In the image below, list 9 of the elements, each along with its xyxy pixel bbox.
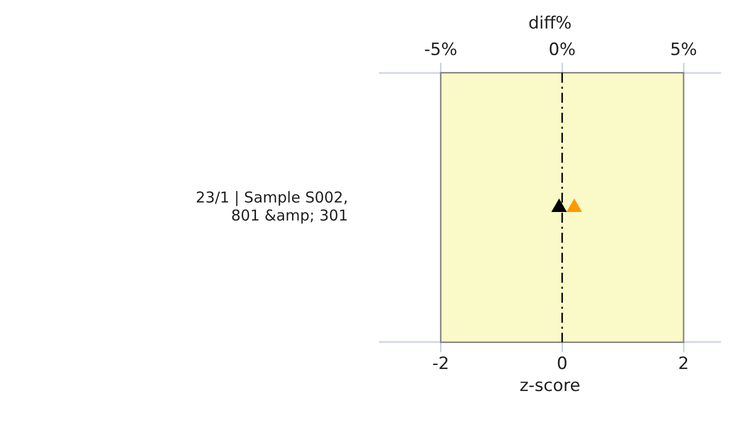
x-axis-title: z-score: [520, 376, 580, 396]
x-tick-label: -2: [432, 354, 450, 374]
x2-tick-label: 5%: [670, 40, 698, 60]
x2-tick-label: 0%: [548, 40, 576, 60]
y-tick-label: 23/1 | Sample S002, 801 &amp; 301: [196, 188, 348, 224]
x-tick-label: 2: [678, 354, 689, 374]
x2-tick-label: -5%: [424, 40, 458, 60]
x-tick-label: 0: [556, 354, 568, 374]
x2-axis-title: diff%: [528, 14, 572, 34]
